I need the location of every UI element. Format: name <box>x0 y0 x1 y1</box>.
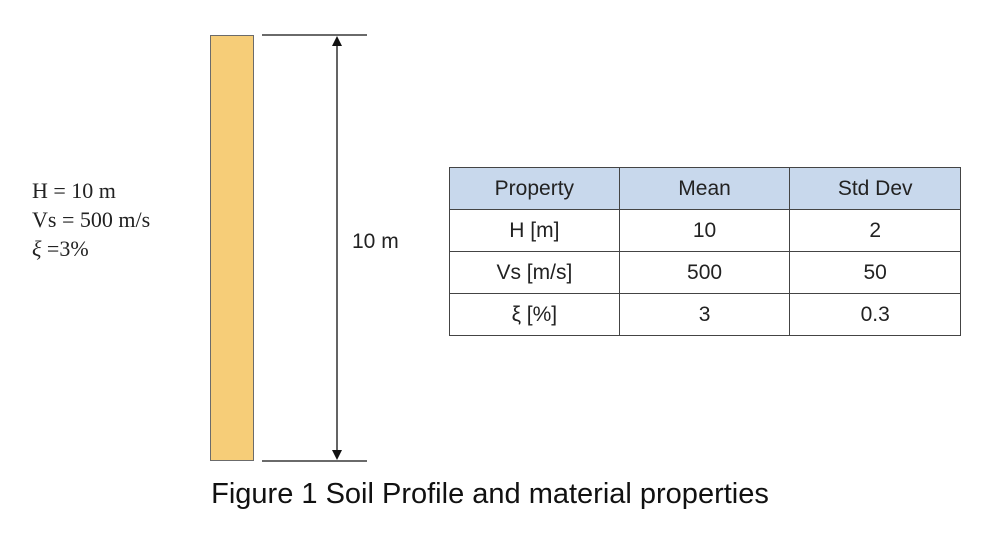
header-mean: Mean <box>618 167 791 210</box>
damping-symbol: ξ <box>32 236 42 261</box>
soil-parameters: H = 10 m Vs = 500 m/s ξ =3% <box>32 176 150 263</box>
height-parameter: H = 10 m <box>32 178 116 203</box>
shear-wave-velocity-parameter: Vs = 500 m/s <box>32 207 151 232</box>
table-cell: Vs [m/s] <box>449 251 620 294</box>
table-cell: 0.3 <box>789 293 961 336</box>
figure-caption: Figure 1 Soil Profile and material prope… <box>211 478 769 510</box>
table-cell: ξ [%] <box>449 293 620 336</box>
table-cell: 2 <box>789 209 961 252</box>
table-row: Vs [m/s] 500 50 <box>449 251 961 294</box>
damping-parameter: ξ =3% <box>32 234 150 263</box>
header-std-dev: Std Dev <box>789 167 961 210</box>
bottom-arrowhead <box>332 450 342 460</box>
table-cell: 500 <box>618 251 791 294</box>
table-cell: H [m] <box>449 209 620 252</box>
table-cell: 50 <box>789 251 961 294</box>
properties-table: Property Mean Std Dev H [m] 10 2 Vs [m/s… <box>449 167 961 336</box>
soil-column <box>210 35 254 461</box>
dimension-label: 10 m <box>352 230 399 253</box>
table-header-row: Property Mean Std Dev <box>449 167 961 210</box>
header-property: Property <box>449 167 620 210</box>
table-cell: 3 <box>618 293 791 336</box>
table-row: H [m] 10 2 <box>449 209 961 252</box>
top-arrowhead <box>332 36 342 46</box>
table-cell: 10 <box>618 209 791 252</box>
damping-value: =3% <box>41 236 89 261</box>
table-row: ξ [%] 3 0.3 <box>449 293 961 336</box>
